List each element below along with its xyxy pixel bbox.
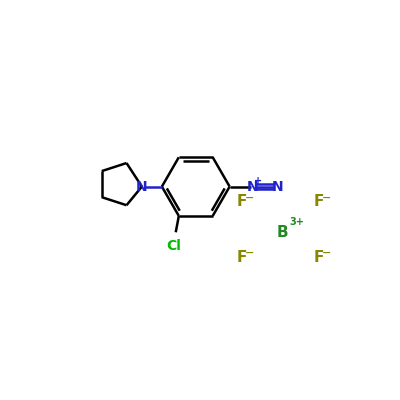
- Text: Cl: Cl: [166, 239, 181, 253]
- Text: N: N: [247, 180, 258, 194]
- Text: −: −: [245, 248, 254, 258]
- Text: −: −: [322, 192, 331, 202]
- Text: B: B: [276, 225, 288, 240]
- Text: +: +: [254, 176, 262, 186]
- Text: −: −: [322, 248, 331, 258]
- Text: F: F: [237, 194, 247, 210]
- Text: F: F: [314, 250, 324, 265]
- Text: F: F: [314, 194, 324, 210]
- Text: F: F: [237, 250, 247, 265]
- Text: N: N: [136, 180, 148, 194]
- Text: 3+: 3+: [290, 217, 304, 227]
- Text: N: N: [272, 180, 284, 194]
- Text: −: −: [245, 192, 254, 202]
